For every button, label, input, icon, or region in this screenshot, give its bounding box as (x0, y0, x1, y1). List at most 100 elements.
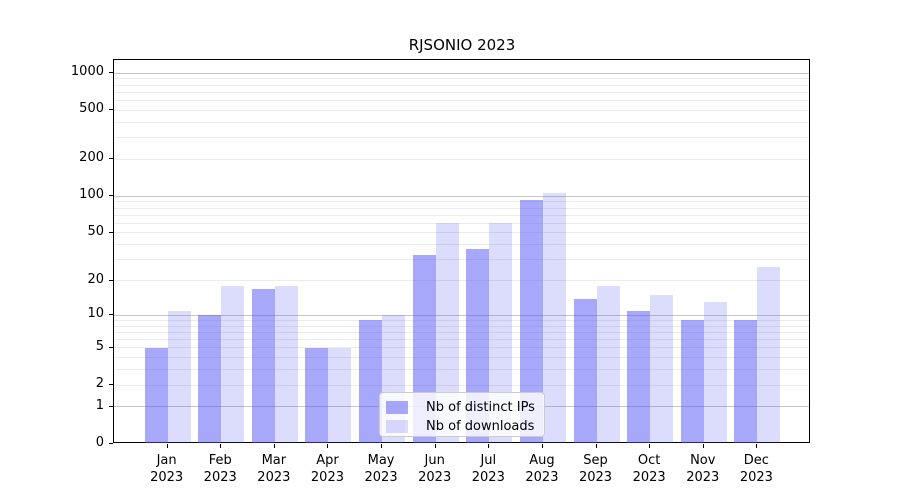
bar-downloads (221, 285, 245, 443)
bar-distinct-ips (627, 310, 651, 443)
y-tick (109, 443, 113, 444)
x-tick-year: 2023 (364, 470, 398, 485)
x-tick-year: 2023 (632, 470, 666, 485)
legend-row: Nb of downloads (386, 417, 536, 435)
x-tick-month: Aug (529, 453, 555, 468)
x-tick-year: 2023 (471, 470, 505, 485)
y-tick (109, 109, 113, 111)
x-tick-label: Jan 2023 (135, 452, 199, 486)
x-tick-month: May (367, 453, 395, 468)
gridline-minor (114, 232, 809, 233)
bar-downloads (703, 302, 727, 443)
x-tick-label: Jun 2023 (403, 452, 467, 486)
y-tick (109, 231, 113, 233)
x-tick-label: Dec 2023 (724, 452, 788, 486)
x-tick (595, 444, 597, 448)
y-tick-label: 500 (79, 101, 104, 117)
plot-area (113, 59, 810, 443)
x-tick-label: Oct 2023 (617, 452, 681, 486)
legend: Nb of distinct IPs Nb of downloads (379, 392, 545, 437)
x-tick-month: Jan (156, 453, 177, 468)
x-tick-label: Sep 2023 (564, 452, 628, 486)
chart-title: RJSONIO 2023 (408, 36, 516, 54)
bar-distinct-ips (519, 200, 543, 443)
x-tick-year: 2023 (686, 470, 720, 485)
y-tick (109, 195, 113, 197)
y-tick-label: 100 (79, 187, 104, 203)
gridline-minor (114, 78, 809, 79)
y-tick-label: 2 (95, 376, 104, 392)
gridline-minor (114, 110, 809, 111)
bar-distinct-ips (144, 347, 168, 443)
legend-row: Nb of distinct IPs (386, 398, 536, 416)
x-tick-month: Feb (208, 453, 232, 468)
y-tick (109, 72, 113, 74)
gridline-minor (114, 137, 809, 138)
x-tick-year: 2023 (203, 470, 237, 485)
bar-downloads (167, 310, 191, 443)
y-tick-label: 200 (79, 150, 104, 166)
y-tick-label: 50 (87, 223, 104, 239)
x-tick (220, 444, 222, 448)
bar-distinct-ips (359, 320, 383, 443)
x-tick-year: 2023 (578, 470, 613, 485)
x-tick (273, 444, 275, 448)
legend-label: Nb of distinct IPs (426, 399, 535, 415)
x-tick-year: 2023 (418, 470, 452, 485)
gridline-minor (114, 332, 809, 333)
y-tick (109, 158, 113, 160)
x-tick-label: Nov 2023 (671, 452, 735, 486)
y-tick (109, 405, 113, 407)
bar-downloads (757, 267, 781, 443)
x-tick-month: Nov (690, 453, 716, 468)
bar-distinct-ips (198, 315, 222, 443)
gridline-minor (114, 201, 809, 202)
gridline-minor (114, 320, 809, 321)
x-tick-month: Jun (424, 453, 445, 468)
x-tick (488, 444, 490, 448)
x-tick (541, 444, 543, 448)
x-tick-year: 2023 (310, 470, 344, 485)
x-tick-year: 2023 (525, 470, 559, 485)
gridline-minor (114, 347, 809, 348)
x-tick (381, 444, 383, 448)
gridline-minor (114, 159, 809, 160)
bar-downloads (596, 285, 620, 443)
gridline-major (114, 315, 809, 316)
gridline-minor (114, 244, 809, 245)
gridline-minor (114, 369, 809, 370)
gridline-minor (114, 215, 809, 216)
x-tick-year: 2023 (257, 470, 291, 485)
gridline-major (114, 73, 809, 74)
gridline-minor (114, 122, 809, 123)
y-tick (109, 384, 113, 386)
x-tick-label: Aug 2023 (510, 452, 574, 486)
y-tick-label: 1000 (70, 64, 104, 80)
x-tick-label: Apr 2023 (295, 452, 359, 486)
x-tick-label: Mar 2023 (242, 452, 306, 486)
bar-distinct-ips (573, 298, 597, 443)
x-tick-month: Apr (316, 453, 339, 468)
gridline-minor (114, 208, 809, 209)
gridline-minor (114, 223, 809, 224)
gridline-minor (114, 92, 809, 93)
gridline-minor (114, 85, 809, 86)
x-tick (756, 444, 758, 448)
y-tick (109, 314, 113, 316)
x-tick-month: Sep (583, 453, 608, 468)
x-tick (434, 444, 436, 448)
y-tick (109, 279, 113, 281)
gridline-minor (114, 326, 809, 327)
gridline-minor (114, 385, 809, 386)
bar-downloads (489, 223, 513, 443)
x-tick-month: Jul (480, 453, 497, 468)
gridline-minor (114, 100, 809, 101)
x-tick-label: May 2023 (349, 452, 413, 486)
x-tick-label: Jul 2023 (456, 452, 520, 486)
x-tick (166, 444, 168, 448)
bar-distinct-ips (251, 288, 275, 443)
x-tick (649, 444, 651, 448)
bar-downloads (650, 295, 674, 443)
y-tick-label: 20 (87, 271, 104, 287)
